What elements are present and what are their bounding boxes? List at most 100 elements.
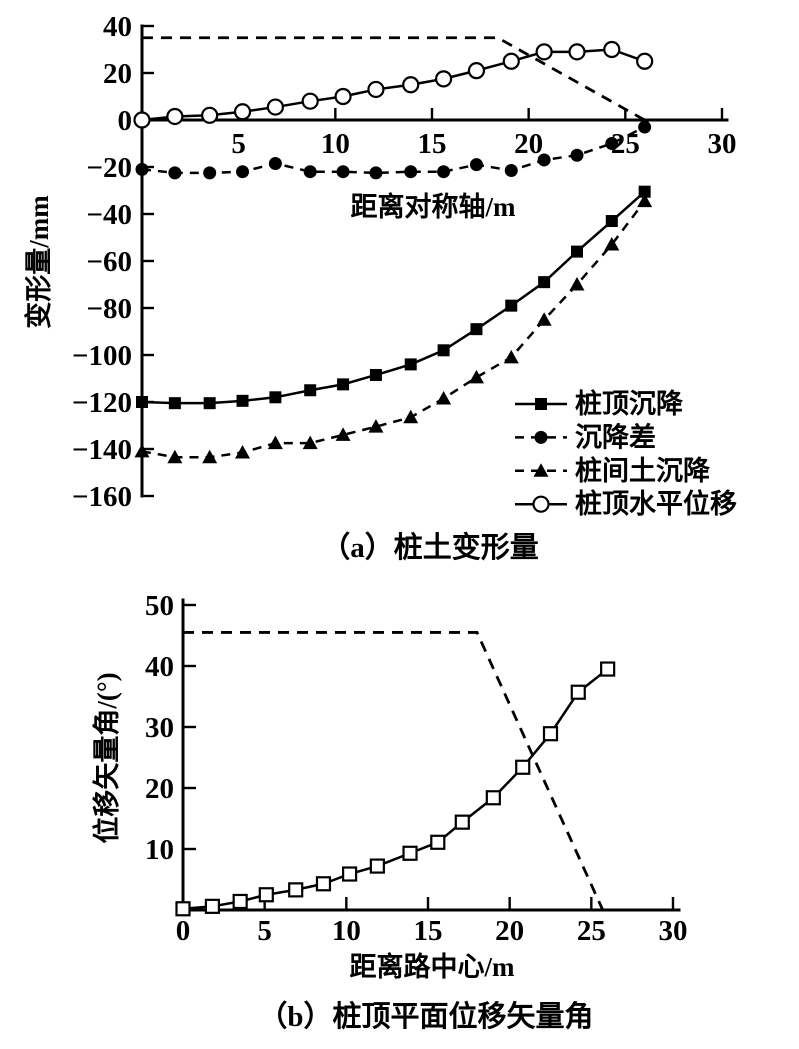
x-tick-label: 20 — [514, 128, 543, 160]
y-tick-label: 50 — [145, 590, 174, 622]
series-marker — [233, 103, 252, 121]
series-marker — [537, 153, 551, 167]
legend-item-label: 桩顶水平位移 — [575, 488, 737, 519]
series-marker — [568, 43, 586, 61]
series-marker — [430, 834, 446, 850]
series-marker — [315, 876, 332, 892]
y-tick-label: 0 — [118, 105, 133, 137]
series-marker — [404, 165, 418, 179]
series-marker — [202, 449, 218, 464]
y-tick-label: 20 — [145, 773, 174, 805]
series-marker — [336, 165, 350, 179]
series-marker — [175, 901, 191, 917]
y-tick-label: −20 — [86, 152, 132, 184]
y-tick-label: −120 — [72, 387, 132, 419]
series-marker — [236, 165, 250, 179]
y-tick-label: 10 — [145, 834, 174, 866]
chart-b-xaxis-title: 距离路中心/m — [350, 951, 516, 982]
series-marker — [267, 435, 283, 450]
y-tick-label: 20 — [103, 58, 132, 90]
series-marker — [637, 193, 653, 208]
y-tick-label: −100 — [72, 340, 132, 372]
series-marker — [167, 449, 183, 464]
series-marker — [367, 80, 385, 99]
series-marker — [266, 98, 284, 116]
series-marker — [136, 396, 148, 408]
series-marker — [133, 111, 151, 129]
chart-a-xaxis-title: 距离对称轴/m — [351, 191, 517, 222]
x-tick-label: 30 — [707, 128, 736, 160]
chart-b-caption: （b）桩顶平面位移矢量角 — [258, 999, 593, 1033]
series-marker — [467, 62, 486, 80]
series-marker — [334, 87, 352, 106]
series-marker — [603, 40, 621, 59]
series-marker — [402, 76, 420, 94]
series-marker — [134, 443, 150, 458]
y-tick-label: −40 — [86, 199, 132, 231]
series-line — [141, 48, 646, 122]
series-line — [182, 668, 609, 911]
y-tick-label: −80 — [86, 293, 132, 325]
series-marker — [503, 349, 519, 364]
series-marker — [368, 419, 384, 433]
series-marker — [570, 148, 584, 162]
series-marker — [168, 397, 181, 410]
series-marker — [168, 166, 182, 180]
legend-item-label: 沉降差 — [575, 421, 656, 452]
series-marker — [201, 106, 219, 124]
x-tick-label: 5 — [257, 915, 272, 947]
series-marker — [437, 344, 450, 357]
guide-line — [142, 36, 646, 122]
series-marker — [437, 165, 451, 179]
series-marker — [268, 156, 282, 170]
series-marker — [454, 814, 470, 830]
series-marker — [436, 390, 452, 405]
series-marker — [232, 893, 248, 910]
series-marker — [404, 358, 417, 371]
series-marker — [515, 759, 531, 775]
series-marker — [304, 384, 317, 397]
chart-a-yaxis-title: 变形量/mm — [23, 195, 54, 329]
series-marker — [434, 70, 453, 88]
series-line — [141, 200, 646, 459]
series-marker — [605, 215, 618, 228]
series-marker — [369, 166, 383, 180]
legend-marker — [533, 463, 549, 477]
series-marker — [337, 378, 350, 391]
series-marker — [403, 409, 419, 424]
chart-a-caption: （a）桩土变形量 — [321, 530, 539, 564]
x-tick-label: 0 — [176, 915, 191, 947]
series-marker — [402, 845, 418, 861]
series-marker — [369, 368, 382, 381]
series-line — [141, 190, 646, 405]
series-marker — [535, 43, 553, 61]
y-tick-label: 40 — [103, 11, 132, 43]
x-tick-label: 10 — [332, 915, 361, 947]
x-tick-label: 10 — [321, 128, 350, 160]
x-tick-label: 15 — [413, 915, 442, 947]
y-tick-label: 30 — [145, 712, 174, 744]
x-tick-label: 30 — [658, 915, 687, 947]
x-tick-label: 25 — [577, 915, 606, 947]
y-tick-label: −160 — [72, 481, 132, 513]
y-tick-label: 40 — [145, 651, 174, 683]
series-marker — [505, 299, 518, 312]
x-tick-label: 15 — [417, 128, 446, 160]
series-marker — [302, 435, 318, 450]
series-marker — [203, 166, 217, 180]
series-marker — [204, 898, 220, 914]
series-marker — [504, 164, 518, 178]
series-marker — [636, 52, 654, 70]
chart-a-plot-area: 5 10 15 20 25 3040200−20−40−60−80−100−120−140… — [72, 11, 737, 513]
guide-line — [183, 631, 605, 911]
series-marker — [369, 858, 385, 874]
series-marker — [604, 237, 620, 251]
legend-marker — [534, 430, 548, 444]
series-marker — [470, 323, 483, 336]
x-tick-label: 5 — [231, 128, 246, 160]
series-marker — [502, 52, 520, 70]
chart-b-plot-area: 0 5 10 15 20 25 30 10 20 30 40 50 — [145, 590, 687, 947]
